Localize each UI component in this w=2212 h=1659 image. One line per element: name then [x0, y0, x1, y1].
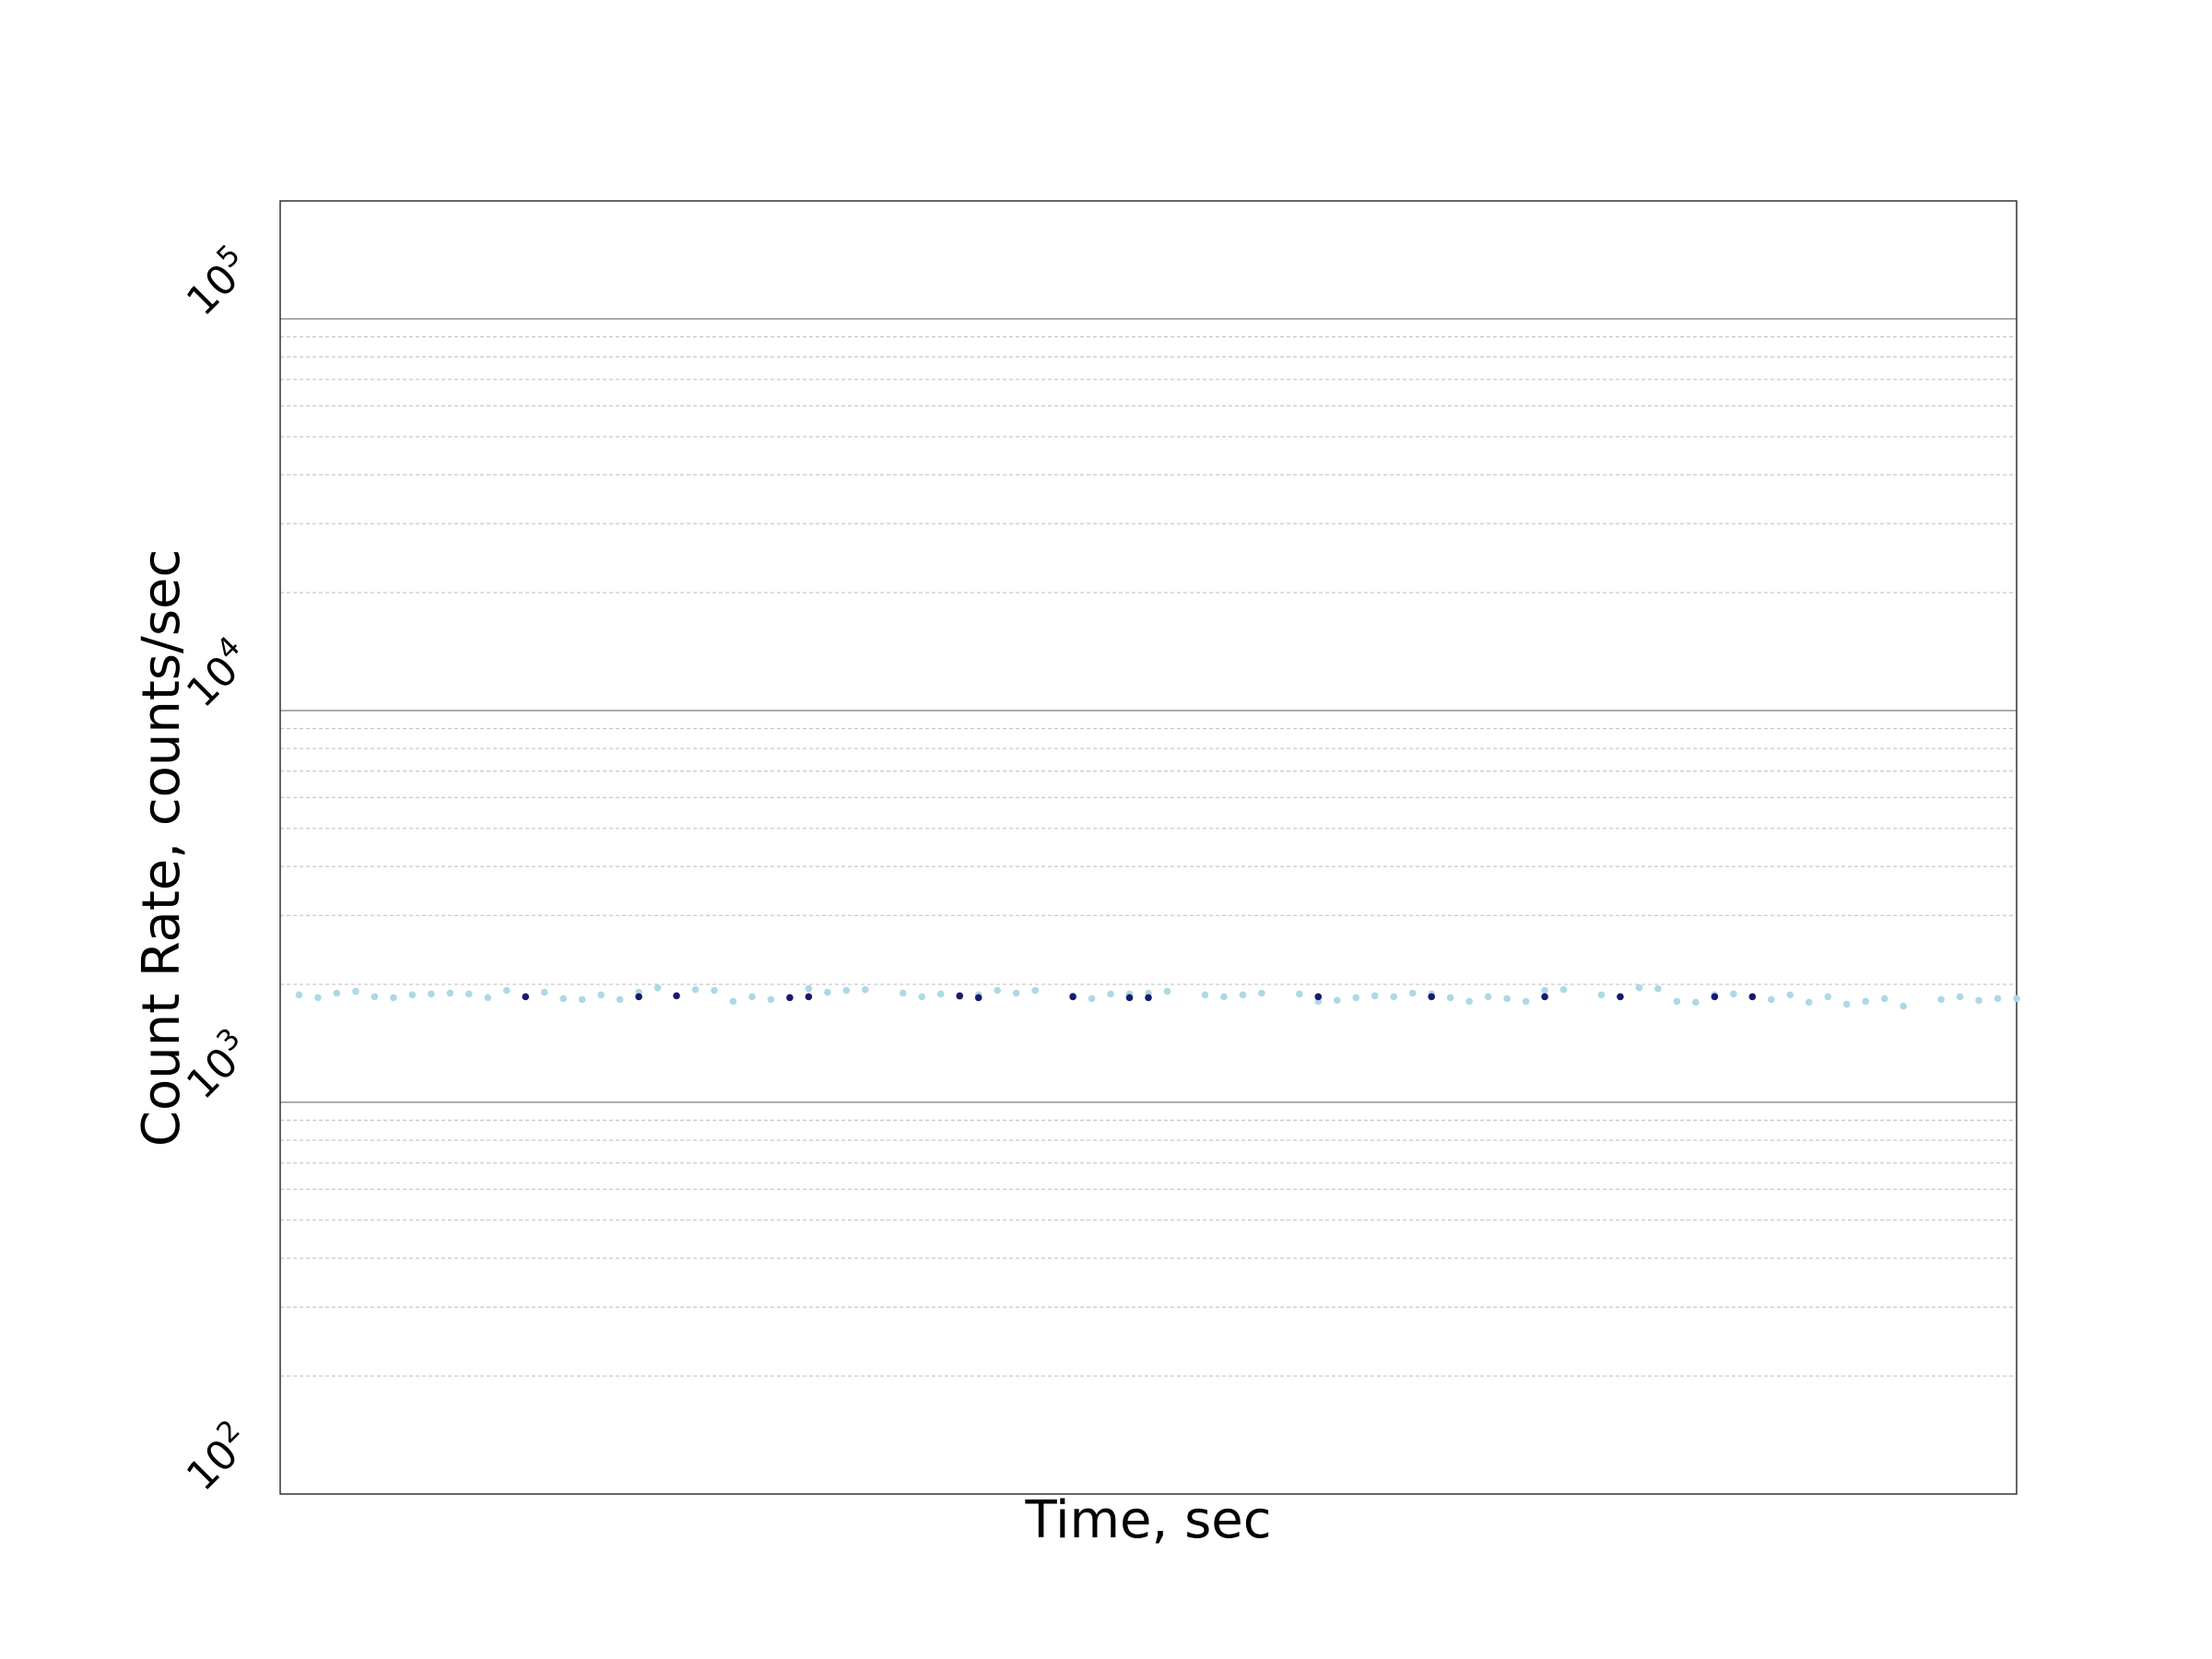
- data-point-light: [1937, 995, 1945, 1004]
- data-point-light: [484, 994, 492, 1002]
- data-point-light: [1220, 993, 1228, 1001]
- x-axis-label: Time, sec: [1024, 1490, 1271, 1550]
- data-point-dark: [1069, 993, 1077, 1001]
- data-point-light: [1635, 983, 1643, 992]
- data-point-light: [1824, 993, 1832, 1001]
- data-point-light: [711, 986, 718, 994]
- y-tick-label: 102: [174, 1414, 261, 1500]
- data-point-light: [1673, 997, 1681, 1006]
- data-point-light: [1862, 997, 1869, 1006]
- y-axis-label: Count Rate, counts/sec: [132, 549, 192, 1147]
- data-point-light: [1597, 991, 1606, 999]
- data-point-light: [1296, 990, 1303, 998]
- data-point-light: [805, 984, 813, 993]
- data-point-light: [1786, 991, 1794, 999]
- data-point-dark: [673, 992, 680, 1000]
- data-point-light: [1333, 996, 1341, 1005]
- data-point-light: [936, 990, 945, 998]
- data-point-light: [465, 990, 473, 998]
- data-point-light: [1900, 1002, 1907, 1010]
- data-point-dark: [1748, 993, 1757, 1001]
- data-point-light: [1956, 993, 1964, 1001]
- data-point-dark: [1125, 994, 1134, 1002]
- data-point-light: [1163, 987, 1171, 995]
- data-point-light: [748, 993, 756, 1001]
- data-point-dark: [786, 994, 794, 1002]
- data-point-light: [1465, 997, 1473, 1006]
- data-point-light: [1541, 986, 1548, 994]
- data-point-light: [578, 995, 586, 1004]
- data-point-light: [1994, 994, 2002, 1003]
- data-point-light: [653, 983, 662, 992]
- data-point-light: [597, 991, 605, 999]
- data-point-light: [1842, 1000, 1851, 1008]
- data-point-light: [1012, 989, 1020, 997]
- data-point-light: [824, 988, 831, 996]
- data-point-light: [1559, 985, 1568, 994]
- data-point-light: [408, 991, 417, 999]
- data-point-light: [1031, 986, 1039, 994]
- data-point-light: [899, 989, 907, 997]
- data-point-light: [540, 988, 548, 996]
- data-point-light: [767, 995, 775, 1004]
- data-point-light: [862, 985, 869, 994]
- data-point-light: [1258, 989, 1265, 997]
- data-point-light: [559, 994, 567, 1003]
- data-point-light: [1522, 997, 1530, 1006]
- data-point-dark: [1314, 993, 1323, 1001]
- data-point-light: [616, 995, 624, 1004]
- y-tick-label: 105: [174, 239, 261, 325]
- data-points: [295, 983, 2020, 1010]
- data-point-light: [1692, 998, 1700, 1006]
- data-point-light: [1107, 990, 1114, 998]
- data-point-light: [729, 997, 737, 1006]
- data-point-light: [333, 989, 341, 997]
- data-point-light: [2013, 994, 2020, 1003]
- data-point-dark: [522, 993, 530, 1001]
- data-point-light: [1408, 989, 1417, 997]
- data-point-light: [502, 986, 511, 994]
- data-point-light: [1352, 994, 1360, 1002]
- data-point-dark: [805, 993, 813, 1001]
- data-point-light: [1503, 994, 1511, 1003]
- data-point-dark: [1541, 993, 1548, 1001]
- data-point-light: [446, 989, 454, 997]
- data-point-light: [1880, 994, 1888, 1003]
- data-point-light: [295, 991, 303, 999]
- data-point-light: [994, 986, 1001, 994]
- data-point-light: [390, 994, 397, 1002]
- data-point-light: [352, 987, 359, 995]
- data-point-light: [314, 994, 322, 1002]
- data-point-light: [1767, 995, 1775, 1004]
- data-point-light: [1446, 994, 1454, 1002]
- grid-lines: [280, 318, 2017, 1377]
- data-point-light: [371, 993, 379, 1001]
- data-point-light: [1390, 993, 1398, 1001]
- data-point-dark: [1711, 993, 1719, 1001]
- data-point-dark: [956, 992, 964, 1000]
- data-point-dark: [1428, 993, 1435, 1001]
- data-point-light: [1730, 990, 1737, 998]
- data-point-light: [1654, 984, 1662, 993]
- data-point-light: [1201, 991, 1209, 999]
- data-point-light: [691, 985, 700, 994]
- data-point-light: [1088, 994, 1096, 1003]
- data-point-light: [918, 993, 926, 1001]
- data-point-dark: [1617, 993, 1624, 1001]
- data-point-light: [1371, 992, 1379, 1000]
- data-point-dark: [1145, 994, 1152, 1002]
- data-point-light: [1484, 993, 1492, 1001]
- data-point-light: [842, 986, 851, 994]
- data-point-light: [1239, 991, 1247, 999]
- data-point-dark: [974, 994, 982, 1002]
- data-point-dark: [635, 993, 642, 1001]
- data-point-light: [428, 990, 435, 998]
- plot-area-frame: [279, 200, 2018, 1495]
- data-point-light: [1975, 996, 1983, 1005]
- data-point-light: [1805, 998, 1813, 1006]
